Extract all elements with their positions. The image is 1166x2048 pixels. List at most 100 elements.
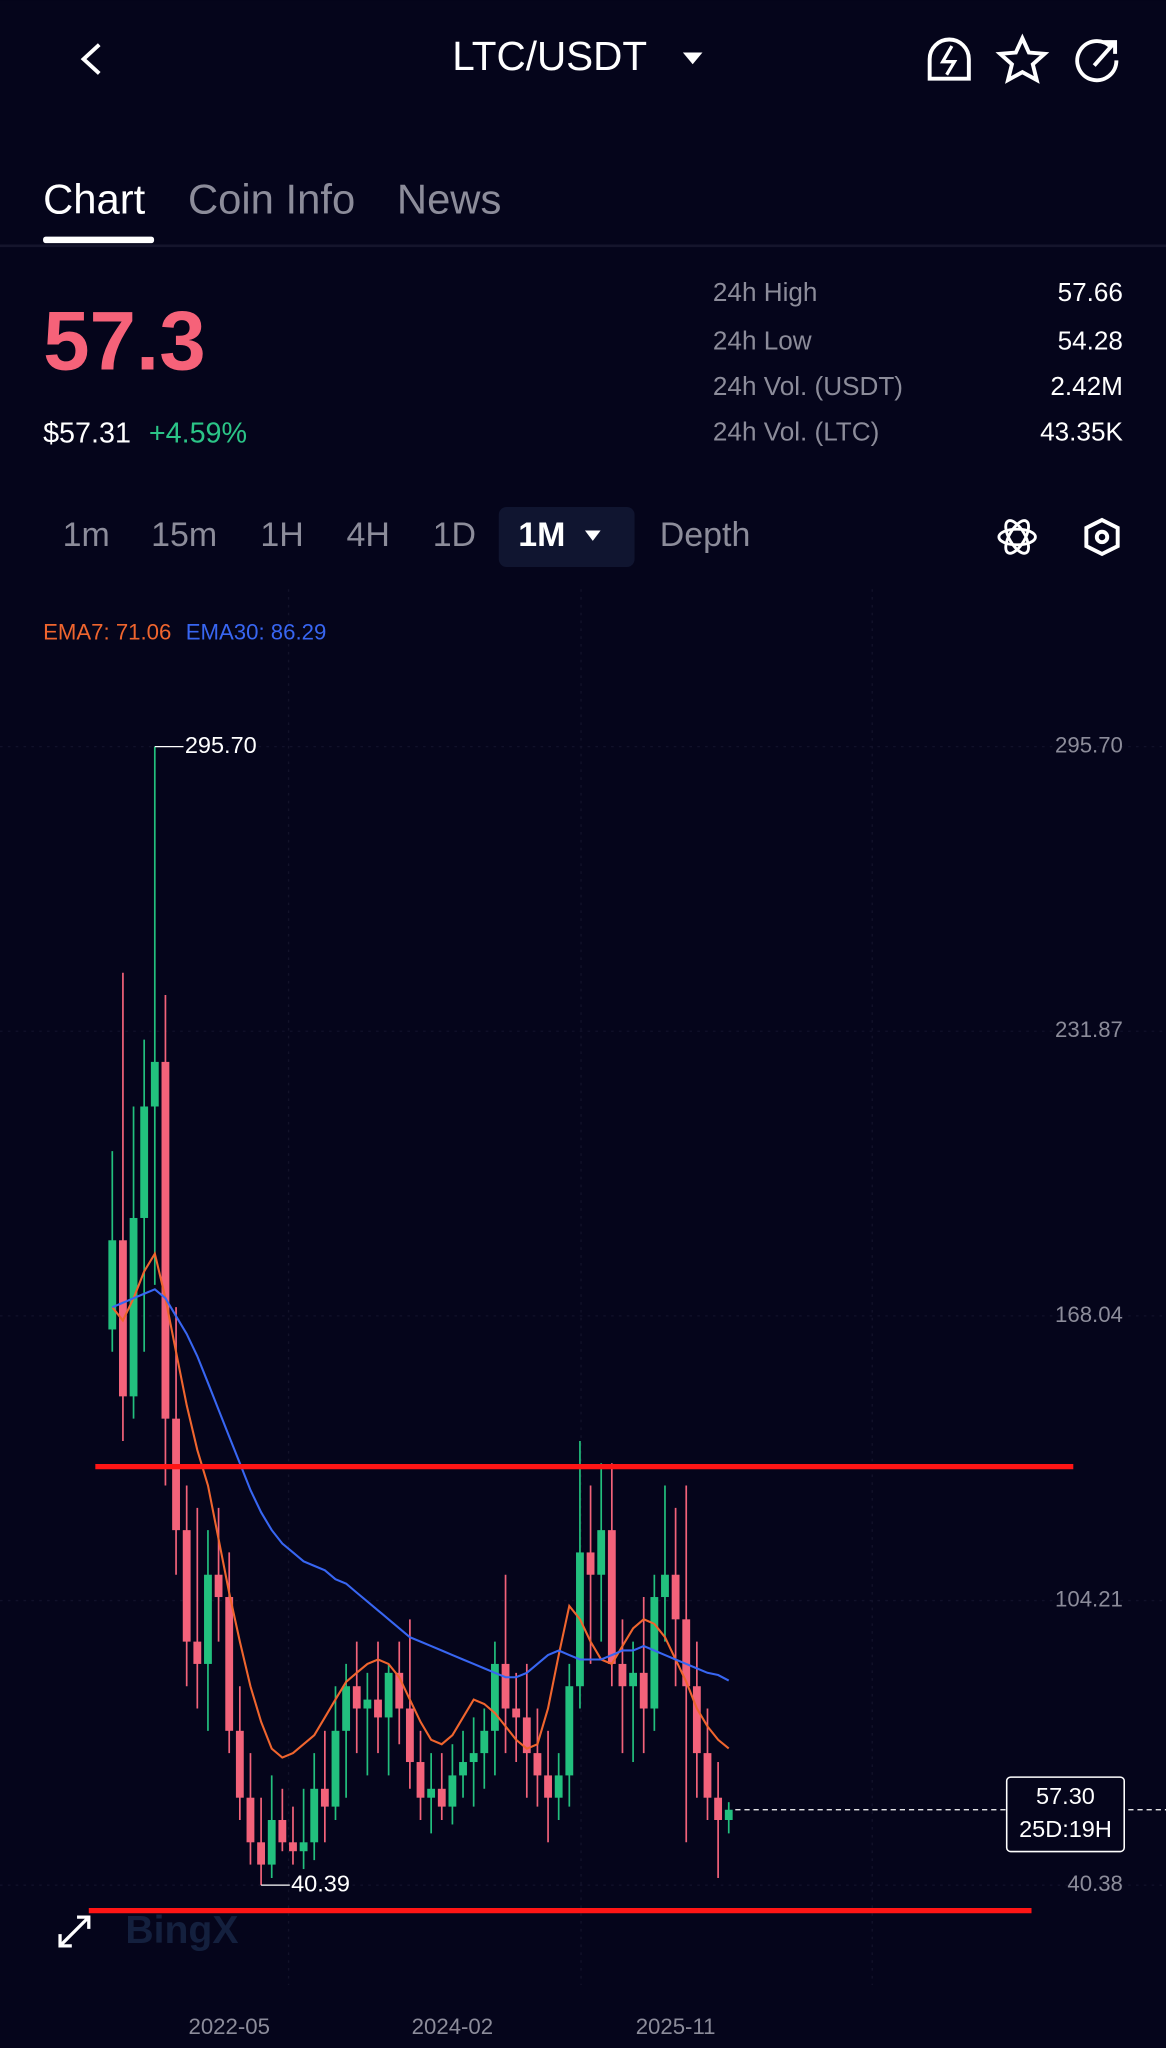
candle-body: [554, 1775, 563, 1798]
vertical-grid: [287, 589, 873, 1986]
candle-body: [501, 1663, 510, 1709]
tab[interactable]: Coin Info: [188, 176, 355, 223]
candle-body: [150, 1061, 159, 1107]
candle-body: [522, 1717, 531, 1754]
candle-body: [193, 1641, 202, 1664]
candle-body: [384, 1672, 393, 1718]
interval-option[interactable]: 4H: [347, 516, 390, 554]
candle-body: [140, 1106, 149, 1218]
max-label: 295.70: [185, 732, 257, 758]
candle-body: [459, 1762, 467, 1776]
candle-body: [374, 1699, 382, 1718]
candle-body: [533, 1753, 542, 1776]
interval-option[interactable]: 1H: [260, 516, 303, 554]
last-price-label: 57.30: [1036, 1783, 1095, 1809]
candle-body: [225, 1597, 234, 1731]
candle-body: [469, 1753, 478, 1763]
interval-dropdown[interactable]: [584, 530, 601, 541]
candle-body: [214, 1574, 223, 1598]
last-price: 57.3: [43, 294, 206, 388]
candle-body: [342, 1686, 351, 1731]
candle-body: [629, 1672, 638, 1687]
y-tick-label: 40.38: [1067, 1871, 1123, 1896]
candle-body: [352, 1686, 361, 1709]
share-icon[interactable]: [1075, 39, 1119, 83]
alert-icon[interactable]: [927, 37, 971, 81]
interval-selected: [498, 506, 635, 568]
candle-body: [405, 1708, 414, 1763]
candle-body: [618, 1663, 627, 1687]
candle-body: [363, 1699, 372, 1709]
stat-label: 24h High: [713, 277, 818, 307]
candle-body: [289, 1842, 297, 1852]
candle-body: [724, 1809, 733, 1821]
y-tick-label: 168.04: [1055, 1302, 1123, 1327]
candle-body: [204, 1574, 212, 1664]
candle-body: [235, 1730, 244, 1798]
interval-option[interactable]: 1m: [63, 516, 110, 554]
watermark: BingX: [125, 1909, 238, 1952]
candle-body: [703, 1753, 712, 1798]
interval-option[interactable]: 15m: [151, 516, 217, 554]
pair-dropdown[interactable]: [682, 52, 703, 65]
last-price-box: [1005, 1776, 1126, 1853]
ema-label: EMA7: 71.06: [43, 619, 171, 644]
candle-body: [427, 1788, 436, 1798]
stat-label: 24h Vol. (USDT): [713, 371, 903, 401]
candle-body: [331, 1730, 340, 1807]
candle-body: [480, 1730, 489, 1754]
ema-line: [111, 1250, 730, 1759]
candle-body: [299, 1842, 308, 1852]
price-change: +4.59%: [149, 418, 247, 450]
interval-option[interactable]: 1D: [433, 516, 476, 554]
candle-body: [108, 1240, 117, 1330]
stat-label: 24h Low: [713, 325, 812, 355]
candle-body: [607, 1530, 616, 1664]
y-tick-label: 231.87: [1055, 1017, 1123, 1042]
candle-body: [586, 1552, 595, 1575]
pair-title[interactable]: LTC/USDT: [452, 33, 647, 79]
candle-body: [161, 1061, 170, 1419]
candle-body: [448, 1775, 457, 1807]
candle-body: [437, 1788, 446, 1807]
candle-body: [416, 1762, 425, 1798]
tab[interactable]: News: [397, 176, 501, 223]
usd-price: $57.31: [43, 418, 131, 450]
favorite-icon[interactable]: [995, 33, 1050, 84]
interval-option[interactable]: Depth: [660, 516, 751, 554]
y-tick-label: 295.70: [1055, 732, 1123, 757]
candle-body: [246, 1797, 255, 1843]
candle-body: [661, 1574, 669, 1598]
stat-value: 43.35K: [1040, 417, 1123, 447]
candle-body: [257, 1842, 266, 1865]
candle-body: [172, 1418, 180, 1531]
candle-body: [267, 1820, 276, 1865]
candle-body: [310, 1788, 319, 1843]
candle-body: [182, 1530, 191, 1642]
candle-body: [512, 1708, 521, 1718]
fullscreen-icon[interactable]: [58, 1915, 91, 1948]
indicator-icon[interactable]: [997, 517, 1037, 556]
tab-indicator: [43, 236, 155, 244]
back-button[interactable]: [80, 43, 101, 75]
x-tick-label: 2022-05: [188, 2014, 269, 2039]
candle-body: [682, 1619, 691, 1687]
tab[interactable]: Chart: [43, 176, 146, 223]
interval-option[interactable]: 1M: [518, 516, 565, 554]
candle-body: [565, 1686, 574, 1776]
countdown-label: 25D:19H: [1019, 1816, 1112, 1842]
settings-icon[interactable]: [1084, 517, 1120, 557]
stat-label: 24h Vol. (LTC): [713, 417, 879, 447]
x-tick-label: 2025-11: [636, 2014, 716, 2039]
candle-body: [129, 1217, 138, 1397]
stat-value: 54.28: [1058, 325, 1123, 355]
stat-value: 2.42M: [1050, 371, 1123, 401]
candle-body: [692, 1686, 701, 1754]
candle-body: [320, 1788, 329, 1807]
ema-label: EMA30: 86.29: [186, 619, 327, 644]
candle-body: [597, 1530, 606, 1575]
candle-body: [639, 1672, 648, 1709]
x-tick-label: 2024-02: [412, 2014, 493, 2039]
